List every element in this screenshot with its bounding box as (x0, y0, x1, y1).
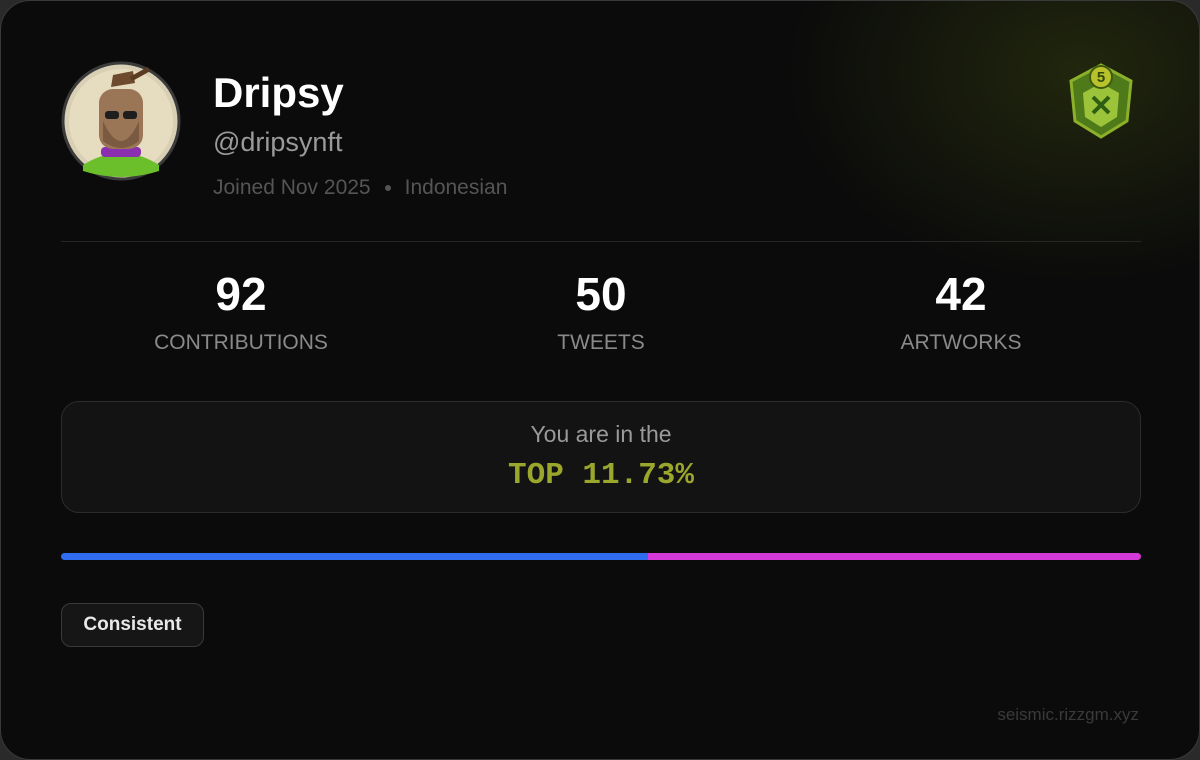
user-handle: @dripsynft (213, 127, 343, 157)
stat-value: 92 (215, 268, 267, 320)
stat-value: 42 (935, 268, 987, 320)
tag[interactable]: Consistent (61, 603, 204, 647)
ratio-bar (61, 553, 1141, 560)
rank-intro: You are in the (530, 421, 672, 447)
user-meta: Joined Nov 2025 Indonesian (213, 176, 507, 200)
divider (61, 241, 1141, 242)
bar-segment (61, 553, 648, 560)
rank-text: TOP 11.73% (507, 458, 695, 493)
bar-segment (647, 553, 1141, 560)
stat-label: ARTWORKS (900, 331, 1022, 354)
stat: 50 TWEETS (421, 269, 781, 355)
avatar (61, 61, 181, 181)
nationality: Indonesian (404, 176, 508, 199)
stat: 42 ARTWORKS (781, 269, 1141, 355)
stat: 92 CONTRIBUTIONS (61, 269, 421, 355)
stat-label: TWEETS (557, 331, 645, 354)
user-name: Dripsy (213, 69, 344, 116)
stat-label: CONTRIBUTIONS (154, 331, 328, 354)
badge-level: 5 (1097, 69, 1105, 86)
separator-dot (384, 185, 391, 191)
footer-url: seismic.rizzgm.xyz (997, 705, 1139, 724)
rank-box: You are in the TOP 11.73% (61, 401, 1141, 513)
joined-date: Joined Nov 2025 (213, 176, 371, 199)
stat-value: 50 (575, 268, 627, 320)
level-badge: 5 (1069, 63, 1133, 139)
